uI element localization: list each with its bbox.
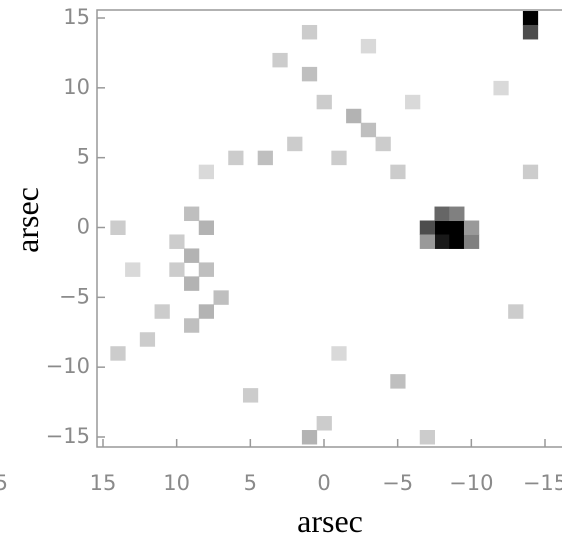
x-tick-label: 5 bbox=[244, 471, 257, 495]
y-tick-label: −5 bbox=[59, 284, 90, 308]
pixel bbox=[287, 136, 303, 152]
pixel bbox=[405, 94, 421, 110]
pixel bbox=[390, 164, 406, 180]
pixel bbox=[154, 304, 170, 319]
pixel bbox=[522, 164, 539, 180]
pixel bbox=[184, 318, 200, 333]
y-tick-label: −15 bbox=[46, 424, 90, 448]
pixel bbox=[125, 262, 141, 277]
x-tick-label: 10 bbox=[163, 471, 190, 495]
pixel bbox=[463, 234, 480, 249]
pixel bbox=[184, 206, 200, 222]
pixel bbox=[316, 94, 332, 110]
pixel bbox=[110, 346, 126, 361]
pixel bbox=[360, 38, 377, 54]
y-tick-label: 15 bbox=[63, 5, 90, 29]
pixel bbox=[522, 24, 539, 40]
pixel bbox=[449, 206, 465, 222]
pixel bbox=[449, 220, 465, 235]
pixel bbox=[110, 220, 126, 235]
pixel bbox=[242, 388, 259, 403]
pixel bbox=[169, 262, 185, 277]
pixel bbox=[213, 290, 229, 305]
x-tick-label: 15 bbox=[90, 471, 117, 495]
pixel bbox=[169, 234, 185, 249]
pixel bbox=[184, 276, 200, 291]
pixel bbox=[301, 24, 318, 40]
pixel bbox=[139, 332, 156, 347]
pixel bbox=[434, 234, 450, 249]
pixel bbox=[375, 136, 391, 152]
pixel bbox=[198, 164, 214, 180]
pixel bbox=[184, 248, 200, 263]
x-tick-label: −5 bbox=[382, 471, 413, 495]
plot-frame bbox=[96, 9, 562, 448]
image bbox=[110, 11, 539, 445]
y-tick-label: 0 bbox=[77, 215, 90, 239]
pixel bbox=[434, 206, 450, 222]
pixel bbox=[419, 220, 435, 235]
pixel bbox=[449, 234, 465, 249]
pixel bbox=[198, 304, 214, 319]
pixel bbox=[434, 220, 450, 235]
pixel bbox=[228, 150, 244, 166]
x-tick-label: −10 bbox=[449, 471, 493, 495]
pixel bbox=[522, 11, 539, 26]
pixel bbox=[301, 430, 318, 445]
pixel bbox=[360, 122, 377, 138]
pixel bbox=[257, 150, 273, 166]
edge-text: 5 bbox=[0, 471, 8, 495]
pixel bbox=[316, 416, 332, 431]
y-tick-label: −10 bbox=[46, 354, 90, 378]
pixel bbox=[419, 234, 435, 249]
pixel bbox=[272, 52, 288, 68]
y-axis-label: arsec bbox=[9, 187, 45, 253]
pixel bbox=[508, 304, 524, 319]
x-axis-label: arsec bbox=[297, 503, 363, 539]
pixel bbox=[198, 262, 214, 277]
pixel bbox=[419, 430, 435, 445]
pixel bbox=[463, 220, 480, 235]
y-tick-label: 5 bbox=[77, 145, 90, 169]
x-tick-label: 0 bbox=[317, 471, 330, 495]
pixel bbox=[390, 374, 406, 389]
pixel bbox=[346, 108, 362, 124]
x-tick-label: −15 bbox=[523, 471, 562, 495]
pixel bbox=[331, 150, 347, 166]
pixel bbox=[493, 80, 509, 96]
y-tick-label: 10 bbox=[63, 75, 90, 99]
pixel bbox=[198, 220, 214, 235]
pixel bbox=[331, 346, 347, 361]
pixel bbox=[301, 66, 318, 82]
